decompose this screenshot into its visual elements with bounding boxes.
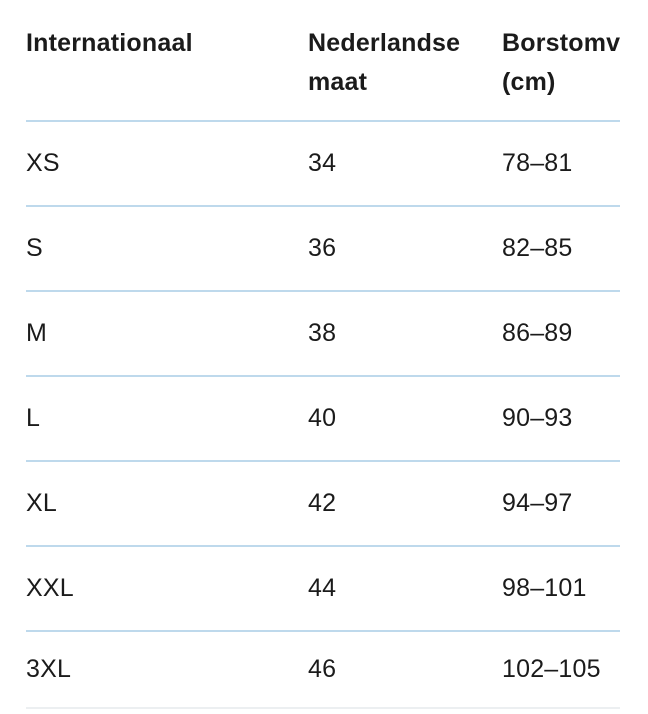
cell-chest-range: 78–81: [502, 149, 573, 177]
cell-international-size: XL: [26, 489, 57, 517]
table-header-row: Internationaal Nederlandse maat Borstomv…: [26, 0, 620, 120]
cell-international-size: 3XL: [26, 655, 72, 683]
cell-dutch-size: 42: [308, 489, 337, 517]
column-header-line: maat: [308, 68, 368, 96]
cell-chest-range: 98–101: [502, 574, 587, 602]
cell-dutch-size: 34: [308, 149, 337, 177]
column-header-line: Nederlandse: [308, 29, 461, 57]
cell-chest-range: 102–105: [502, 655, 601, 683]
cell-dutch-size: 38: [308, 319, 337, 347]
table-row: L 40 90–93: [26, 375, 620, 460]
table-row: XL 42 94–97: [26, 460, 620, 545]
table-row: 3XL 46 102–105: [26, 630, 620, 707]
column-header-line: (cm): [502, 68, 556, 96]
table-row: M 38 86–89: [26, 290, 620, 375]
table-row: S 36 82–85: [26, 205, 620, 290]
table-bottom-divider: [26, 707, 620, 709]
cell-chest-range: 94–97: [502, 489, 573, 517]
column-header-line: Borstomv: [502, 29, 621, 57]
column-header-chest-cm: Borstomv (cm): [502, 24, 648, 120]
column-header-line: Internationaal: [26, 29, 193, 57]
cell-chest-range: 82–85: [502, 234, 573, 262]
cell-chest-range: 90–93: [502, 404, 573, 432]
cell-dutch-size: 40: [308, 404, 337, 432]
table-row: XS 34 78–81: [26, 120, 620, 205]
cell-international-size: XXL: [26, 574, 74, 602]
table-row: XXL 44 98–101: [26, 545, 620, 630]
cell-chest-range: 86–89: [502, 319, 573, 347]
column-header-international: Internationaal: [26, 24, 308, 120]
cell-dutch-size: 36: [308, 234, 337, 262]
cell-dutch-size: 44: [308, 574, 337, 602]
size-chart-table: Internationaal Nederlandse maat Borstomv…: [26, 0, 620, 709]
cell-international-size: M: [26, 319, 48, 347]
column-header-dutch-size: Nederlandse maat: [308, 24, 502, 120]
cell-international-size: S: [26, 234, 43, 262]
cell-international-size: L: [26, 404, 41, 432]
cell-dutch-size: 46: [308, 655, 337, 683]
cell-international-size: XS: [26, 149, 60, 177]
